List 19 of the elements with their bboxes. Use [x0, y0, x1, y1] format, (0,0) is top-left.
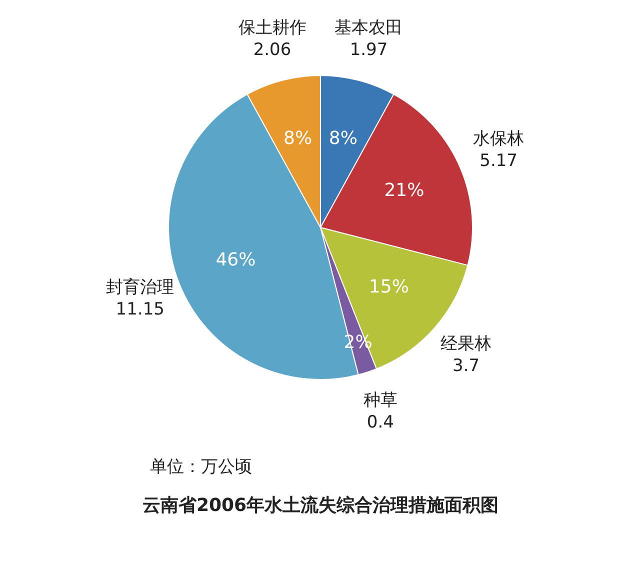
text: 云南省2006年水土流失综合治理措施面积图 — [141, 494, 500, 517]
data-label: 15% — [368, 276, 409, 298]
slice-label: 保土耕作 — [238, 18, 306, 38]
data-label: 46% — [216, 250, 256, 271]
slice-label: 经果林 — [440, 334, 492, 354]
text: 11.15 — [116, 299, 164, 320]
text: 5.17 — [480, 150, 518, 171]
data-label: 21% — [384, 180, 424, 201]
text: 2.06 — [253, 40, 292, 60]
text: 单位：万公顷 — [150, 456, 252, 478]
slice-label: 封育治理 — [106, 277, 174, 298]
slice-label: 基本农田 — [334, 18, 403, 38]
data-label: 8% — [328, 128, 358, 149]
slice-label: 种草 — [363, 390, 398, 410]
slice-label: 水保林 — [473, 128, 524, 149]
text: 1.97 — [350, 40, 388, 60]
data-label: 8% — [284, 128, 312, 149]
text: 3.7 — [452, 356, 480, 376]
text: 0.4 — [366, 412, 394, 432]
